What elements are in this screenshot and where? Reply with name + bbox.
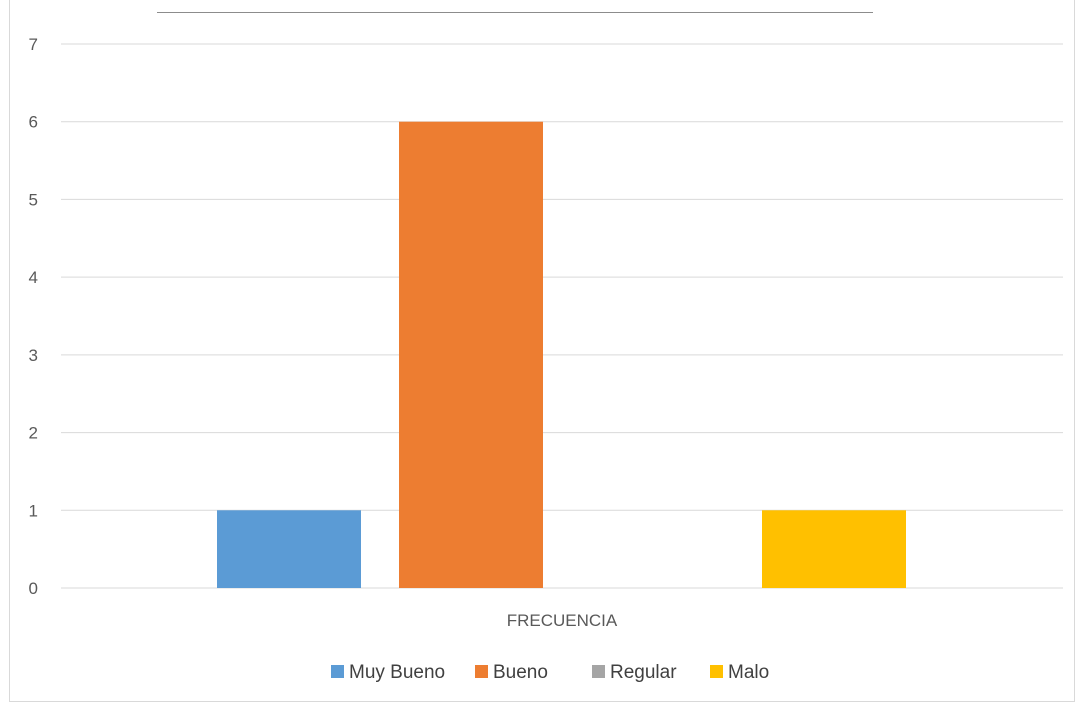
legend-label-malo: Malo: [728, 662, 769, 683]
legend-label-regular: Regular: [610, 662, 677, 683]
legend-swatch-regular: [592, 665, 605, 678]
y-tick-label-6: 6: [29, 113, 38, 132]
legend-label-bueno: Bueno: [493, 662, 548, 683]
legend-swatch-muy-bueno: [331, 665, 344, 678]
bar-malo: [762, 510, 906, 588]
legend-swatch-bueno: [475, 665, 488, 678]
y-tick-label-5: 5: [29, 190, 38, 209]
x-category-label: FRECUENCIA: [507, 611, 618, 630]
top-rule: [157, 12, 873, 13]
legend-swatch-malo: [710, 665, 723, 678]
y-tick-label-7: 7: [29, 35, 38, 54]
legend-label-muy-bueno: Muy Bueno: [349, 662, 445, 683]
y-tick-label-1: 1: [29, 501, 38, 520]
y-tick-label-2: 2: [29, 424, 38, 443]
bar-muy-bueno: [217, 510, 361, 588]
bar-bueno: [399, 121, 543, 588]
y-tick-label-4: 4: [29, 268, 38, 287]
y-tick-label-3: 3: [29, 346, 38, 365]
y-tick-label-0: 0: [29, 579, 38, 598]
